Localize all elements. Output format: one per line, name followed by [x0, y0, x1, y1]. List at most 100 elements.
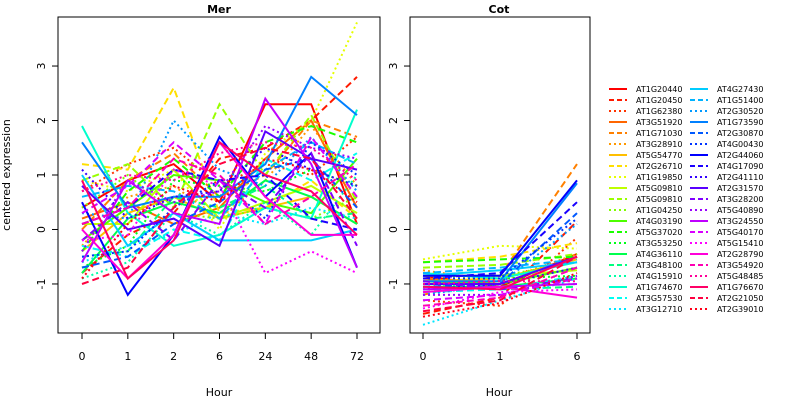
- legend-item: AT2G31570: [690, 184, 763, 193]
- mer-series-line-24: [81, 118, 358, 220]
- legend-label: AT1G51400: [717, 96, 763, 105]
- cot-x-tick-label: 0: [420, 350, 427, 363]
- cot-x-tick-label: 1: [497, 350, 504, 363]
- legend-item: AT5G15410: [690, 239, 763, 248]
- cot-lines: [422, 163, 578, 326]
- legend-label: AT4G03190: [636, 217, 682, 226]
- legend-item: AT5G40890: [690, 206, 763, 215]
- legend-label: AT1G20440: [636, 85, 682, 94]
- legend-label: AT5G48485: [717, 272, 763, 281]
- cot-series-line-25: [423, 182, 578, 283]
- legend-label: AT5G54770: [636, 151, 682, 160]
- mer-x-tick-label: 2: [170, 350, 177, 363]
- legend-label: AT5G15410: [717, 239, 763, 248]
- mer-y-axis: -1 0 1 2 3: [35, 63, 59, 289]
- legend-label: AT2G31570: [717, 184, 763, 193]
- legend-item: AT1G76670: [690, 283, 763, 292]
- legend-label: AT1G19850: [636, 173, 682, 182]
- legend-label: AT5G40170: [717, 228, 763, 237]
- cot-series-line-42: [422, 272, 578, 318]
- legend-item: AT2G30870: [690, 129, 763, 138]
- legend-label: AT4G15910: [636, 272, 682, 281]
- cot-series-line-9: [422, 244, 578, 261]
- legend-label: AT1G04250: [636, 206, 682, 215]
- legend-item: AT1G19850: [609, 173, 682, 182]
- mer-y-tick-label: 0: [35, 226, 48, 233]
- panel-cot: Cot -1 0 1 2 3 0 1 6 Hour: [387, 3, 591, 399]
- mer-x-tick-label: 48: [304, 350, 318, 363]
- legend-item: AT3G24550: [690, 217, 763, 226]
- legend-label: AT2G30870: [717, 129, 763, 138]
- mer-series-line-27: [81, 140, 358, 258]
- legend-item: AT5G09810: [609, 195, 682, 204]
- cot-series-line-11: [422, 253, 578, 269]
- legend-item: AT4G15910: [609, 272, 682, 281]
- legend-label: AT3G12710: [636, 305, 682, 314]
- cot-x-tick-label: 6: [574, 350, 581, 363]
- legend-label: AT5G37020: [636, 228, 682, 237]
- mer-x-label: Hour: [206, 386, 233, 399]
- legend-item: AT4G36110: [609, 250, 682, 259]
- cot-series-line-38: [422, 266, 578, 307]
- legend-label: AT3G51920: [636, 118, 682, 127]
- mer-x-axis: 0 1 2 6 24 48 72: [79, 332, 364, 363]
- legend-item: AT5G40170: [690, 228, 763, 237]
- legend-label: AT2G30520: [717, 107, 763, 116]
- cot-y-tick-label: 0: [387, 226, 400, 233]
- mer-title: Mer: [207, 3, 231, 16]
- legend-item: AT1G74670: [609, 283, 682, 292]
- legend-label: AT4G27430: [717, 85, 763, 94]
- mer-series-line-8: [81, 85, 358, 220]
- legend-item: AT5G37020: [609, 228, 682, 237]
- cot-series-line-14: [422, 255, 578, 264]
- legend-item: AT4G00430: [690, 140, 763, 149]
- mer-series-line-11: [81, 102, 358, 210]
- cot-y-axis: -1 0 1 2 3: [387, 63, 411, 289]
- legend-label: AT5G40890: [717, 206, 763, 215]
- mer-series-line-34: [81, 96, 358, 269]
- mer-series-line-36: [81, 168, 358, 275]
- legend-label: AT5G09810: [636, 184, 682, 193]
- mer-series-line-38: [81, 157, 358, 226]
- cot-x-axis: 0 1 6: [420, 332, 581, 363]
- legend-item: AT2G21050: [690, 294, 763, 303]
- cot-title: Cot: [489, 3, 510, 16]
- mer-y-tick-label: 1: [35, 172, 48, 179]
- legend-item: AT3G53250: [609, 239, 682, 248]
- mer-series-line-22: [81, 174, 358, 248]
- legend-item: AT1G04250: [609, 206, 682, 215]
- legend-label: AT1G74670: [636, 283, 682, 292]
- cot-series-line-29: [422, 201, 578, 280]
- legend-item: AT1G62380: [609, 107, 682, 116]
- cot-series-line-35: [422, 277, 578, 302]
- legend-item: AT2G30520: [690, 107, 763, 116]
- legend-label: AT3G28200: [717, 195, 763, 204]
- legend-item: AT2G41110: [690, 173, 763, 182]
- legend-label: AT3G24550: [717, 217, 763, 226]
- legend-item: AT3G28200: [690, 195, 763, 204]
- mer-y-tick-label: 3: [35, 63, 48, 70]
- legend-label: AT3G28910: [636, 140, 682, 149]
- legend-label: AT3G57530: [636, 294, 682, 303]
- legend: AT1G20440 AT1G20450 AT1G62380 AT3G51920 AT1G…: [609, 85, 763, 314]
- mer-x-tick-label: 6: [216, 350, 223, 363]
- legend-item: AT4G27430: [690, 85, 763, 94]
- legend-item: AT5G54770: [609, 151, 682, 160]
- legend-label: AT2G41110: [717, 173, 763, 182]
- legend-label: AT2G26710: [636, 162, 682, 171]
- legend-label: AT1G76670: [717, 283, 763, 292]
- mer-y-label: centered expression: [0, 119, 13, 231]
- legend-label: AT2G44060: [717, 151, 763, 160]
- cot-series-line-37: [422, 285, 578, 299]
- mer-lines: [81, 21, 358, 297]
- legend-label: AT1G71030: [636, 129, 682, 138]
- legend-item: AT3G28910: [609, 140, 682, 149]
- legend-label: AT3G48100: [636, 261, 682, 270]
- legend-label: AT1G73590: [717, 118, 763, 127]
- legend-label: AT5G09810: [636, 195, 682, 204]
- panel-mer: Mer -1 0 1 2 3 0 1 2 6 24 48 72 Hour centered expr…: [0, 3, 381, 399]
- legend-label: AT4G17090: [717, 162, 763, 171]
- legend-item: AT1G71030: [609, 129, 682, 138]
- legend-item: AT3G51920: [609, 118, 682, 127]
